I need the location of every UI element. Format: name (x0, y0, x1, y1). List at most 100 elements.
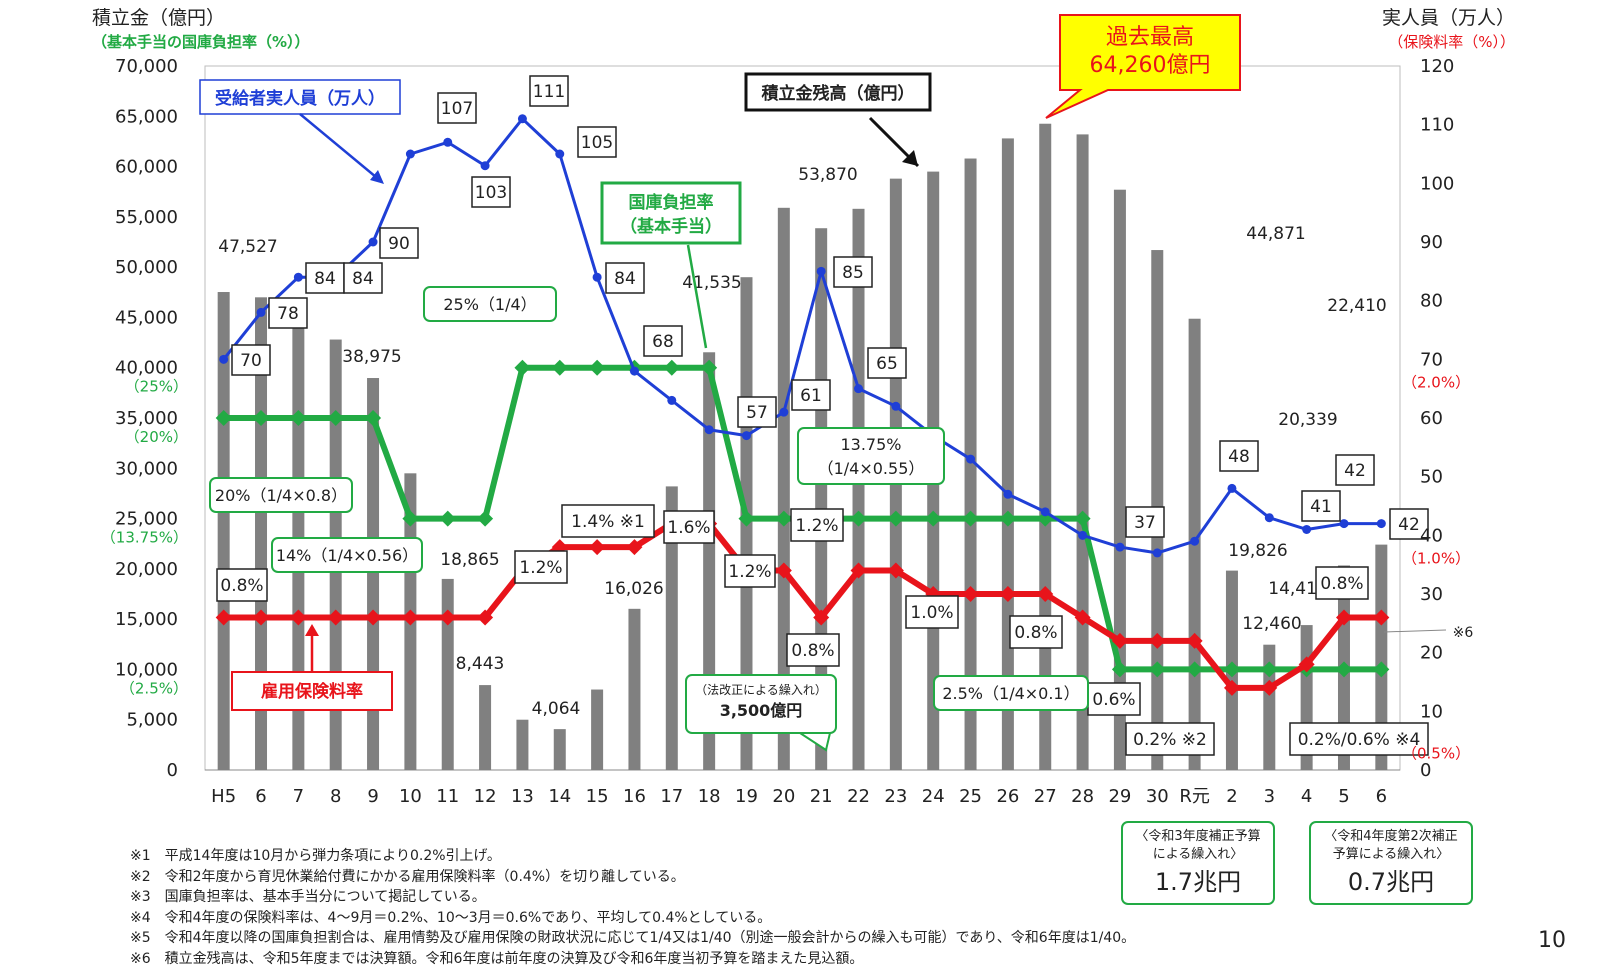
footnotes: ※1 平成14年度は10月から弾力条項により0.2%引上げ。 ※2 令和2年度か… (130, 846, 1135, 969)
count-label: 70 (240, 351, 262, 371)
count-label-box (737, 396, 777, 428)
left-tick-label: 30,000 (115, 458, 178, 479)
treasury-share-point (1149, 661, 1166, 678)
count-label-box (529, 75, 569, 107)
left-tick-label: 55,000 (115, 207, 178, 228)
treasury-share-point (999, 510, 1016, 527)
bar (852, 208, 865, 771)
count-label: 41 (1310, 497, 1332, 517)
premium-rate-point (887, 562, 904, 579)
x-tick-label: 29 (1108, 786, 1131, 807)
bar-value-label: 4,064 (532, 699, 581, 719)
bar-value-label: 19,826 (1228, 541, 1287, 561)
premium-rate-point (813, 609, 830, 626)
rate-label-box (1009, 615, 1063, 649)
treasury-share-point (738, 510, 755, 527)
right-tick-label: 30 (1420, 584, 1443, 605)
footnote: ※5 令和4年度以降の国庫負担割合は、雇用情勢及び雇用保険の財政状況に応じて1/… (130, 930, 1136, 946)
share-14-callout-box (271, 537, 423, 573)
right-tick-label: 120 (1420, 56, 1454, 77)
bar (703, 352, 716, 770)
left-tick-label: 65,000 (115, 106, 178, 127)
rate-label-box (1315, 566, 1369, 600)
treasury-share-point (1074, 510, 1091, 527)
premium-rate-point (1037, 586, 1054, 602)
recipients-label-box (199, 79, 401, 115)
count-label-box (471, 176, 511, 208)
treasury-share-point (925, 510, 942, 527)
bar-value-label: 16,026 (604, 579, 663, 599)
left-tick-label: 60,000 (115, 157, 178, 178)
count-label-box (605, 262, 645, 294)
treasury-share-point (365, 410, 382, 426)
treasury-share-point (477, 510, 494, 527)
count-label: 84 (614, 269, 636, 289)
count-label-box (791, 379, 831, 411)
count-label-box (268, 297, 308, 329)
left-tick-label: 15,000 (115, 609, 178, 630)
share-1375-callout-line1: （1/4×0.55） (818, 459, 925, 478)
premium-rate-point (215, 609, 232, 626)
x-tick-label: 22 (847, 786, 870, 807)
premium-rate-point (850, 562, 867, 579)
x-tick-label: 23 (884, 786, 907, 807)
x-tick-label: 9 (367, 786, 378, 807)
recipients-arrow (299, 113, 383, 183)
count-label: 84 (314, 269, 336, 289)
x-tick-label: 21 (810, 786, 833, 807)
count-label: 90 (388, 234, 410, 254)
recipients-point (256, 307, 266, 317)
treasury-share-point (589, 359, 606, 376)
treasury-share-point (701, 359, 718, 376)
right-axis-subtitle: （保険料率（%）） (1388, 33, 1515, 51)
recipients-point (816, 266, 826, 276)
count-label: 42 (1344, 461, 1366, 481)
treasury-share-point (663, 359, 680, 376)
footnote: ※3 国庫負担率は、基本手当分について掲記している。 (130, 889, 486, 905)
bar (628, 608, 641, 770)
treasury-share-point (962, 510, 979, 527)
recipients-point (1040, 507, 1050, 517)
share-14-callout-line0: 14%（1/4×0.56） (276, 546, 418, 565)
count-label: 103 (475, 183, 507, 203)
bar (1375, 544, 1388, 770)
count-label-box (343, 262, 383, 294)
premium-rate-point (365, 609, 382, 626)
share-25-low-callout-line0: 2.5%（1/4×0.1） (942, 684, 1079, 703)
treasury-label-box (600, 181, 742, 245)
premium-rate-point (477, 609, 494, 626)
count-label: 85 (842, 263, 864, 283)
recipients-point (405, 149, 415, 159)
left-tick-label: 25,000 (115, 509, 178, 530)
rate-label: 1.4% ※1 (571, 512, 645, 532)
x-tick-label: 26 (996, 786, 1019, 807)
x-tick-label: 28 (1071, 786, 1094, 807)
treasury-share-point (290, 410, 307, 426)
rate-label: 0.8% (220, 576, 263, 596)
premium-rate-point (439, 609, 456, 626)
count-label: 107 (441, 99, 473, 119)
share-1375-callout-box (797, 427, 945, 485)
premium-rate-point (1335, 609, 1352, 626)
premium-rate-point (1149, 632, 1166, 649)
rate-label: 雇用保険料率 (261, 681, 363, 702)
count-label: 48 (1228, 447, 1250, 467)
bar (777, 207, 790, 770)
r3-line1: 〈令和3年度補正予算 (1135, 828, 1260, 844)
rate-label-box (514, 550, 568, 584)
bar-value-label: 8,443 (456, 654, 505, 674)
count-label: 42 (1398, 515, 1420, 535)
right-red-tick-label: （2.0%） (1402, 373, 1470, 391)
treasury-share-point (1111, 661, 1128, 678)
left-green-tick-label: （2.5%） (120, 679, 188, 697)
premium-rate-point (1074, 609, 1091, 626)
bar-value-label: 18,865 (440, 550, 499, 570)
rate-label-box (561, 504, 655, 538)
count-label-box (379, 227, 419, 259)
left-tick-label: 40,000 (115, 358, 178, 379)
right-tick-label: 50 (1420, 467, 1443, 488)
count-label-box (577, 126, 617, 158)
count-label-box (231, 344, 271, 376)
premium-rate-point (1186, 632, 1203, 649)
